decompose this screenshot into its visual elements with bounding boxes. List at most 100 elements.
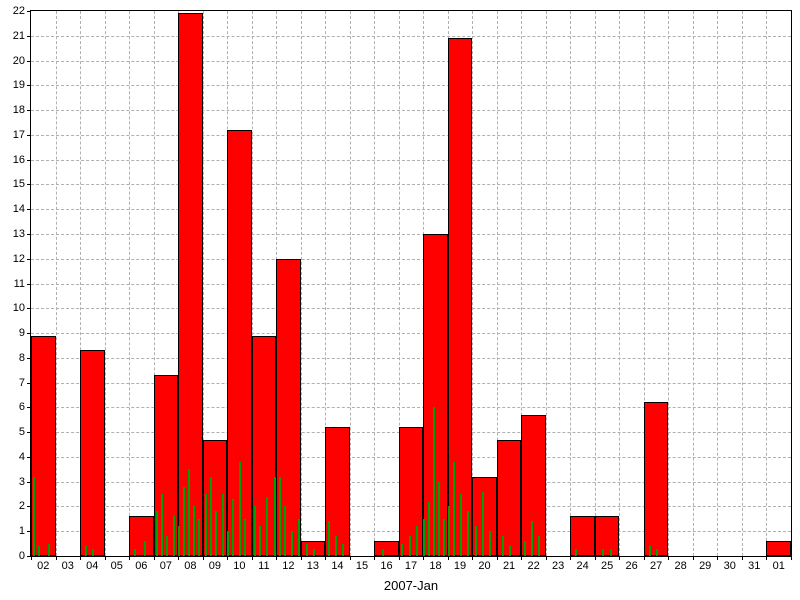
bar bbox=[374, 541, 399, 556]
green-spike bbox=[428, 502, 430, 557]
x-tick-label: 15 bbox=[356, 556, 368, 572]
grid-line-h bbox=[31, 383, 791, 384]
x-tick-label: 17 bbox=[405, 556, 417, 572]
y-tick-label: 0 bbox=[19, 550, 31, 562]
x-tick bbox=[80, 556, 81, 560]
x-tick bbox=[350, 556, 351, 560]
green-spike bbox=[205, 494, 207, 556]
x-tick bbox=[766, 556, 767, 560]
green-spike bbox=[443, 519, 445, 556]
x-tick-label: 21 bbox=[503, 556, 515, 572]
green-spike bbox=[38, 546, 40, 556]
green-spike bbox=[166, 536, 168, 556]
green-spike bbox=[210, 477, 212, 556]
x-tick bbox=[668, 556, 669, 560]
x-tick bbox=[374, 556, 375, 560]
green-spike bbox=[502, 536, 504, 556]
green-spike bbox=[244, 519, 246, 556]
x-tick bbox=[399, 556, 400, 560]
green-spike bbox=[433, 407, 435, 556]
bar bbox=[80, 350, 105, 556]
x-tick bbox=[595, 556, 596, 560]
bar bbox=[423, 234, 448, 556]
x-tick bbox=[301, 556, 302, 560]
y-tick-label: 7 bbox=[19, 377, 31, 389]
green-spike bbox=[342, 544, 344, 556]
x-tick-label: 31 bbox=[748, 556, 760, 572]
x-tick-label: 22 bbox=[527, 556, 539, 572]
green-spike bbox=[188, 469, 190, 556]
x-tick bbox=[742, 556, 743, 560]
green-spike bbox=[48, 544, 50, 556]
green-spike bbox=[198, 519, 200, 556]
green-spike bbox=[284, 506, 286, 556]
grid-line-h bbox=[31, 234, 791, 235]
y-tick-label: 6 bbox=[19, 401, 31, 413]
x-tick-label: 28 bbox=[675, 556, 687, 572]
x-tick-label: 13 bbox=[307, 556, 319, 572]
x-tick bbox=[693, 556, 694, 560]
green-spike bbox=[438, 482, 440, 556]
y-tick-label: 15 bbox=[13, 178, 31, 190]
green-spike bbox=[328, 521, 330, 556]
green-spike bbox=[313, 549, 315, 556]
green-spike bbox=[306, 544, 308, 556]
green-spike bbox=[575, 549, 577, 556]
green-spike bbox=[144, 541, 146, 556]
green-spike bbox=[401, 544, 403, 556]
x-tick-label: 30 bbox=[724, 556, 736, 572]
green-spike bbox=[92, 549, 94, 556]
grid-line-h bbox=[31, 85, 791, 86]
y-tick-label: 17 bbox=[13, 129, 31, 141]
green-spike bbox=[259, 526, 261, 556]
y-tick-label: 21 bbox=[13, 30, 31, 42]
y-tick-label: 1 bbox=[19, 525, 31, 537]
grid-line-h bbox=[31, 259, 791, 260]
x-tick-label: 02 bbox=[37, 556, 49, 572]
green-spike bbox=[33, 477, 35, 556]
green-spike bbox=[382, 549, 384, 556]
y-tick-label: 5 bbox=[19, 426, 31, 438]
grid-line-h bbox=[31, 160, 791, 161]
green-spike bbox=[610, 549, 612, 556]
x-tick bbox=[105, 556, 106, 560]
green-spike bbox=[649, 546, 651, 556]
y-tick-label: 20 bbox=[13, 55, 31, 67]
green-spike bbox=[423, 519, 425, 556]
x-tick bbox=[178, 556, 179, 560]
bar bbox=[448, 38, 473, 556]
x-tick-label: 01 bbox=[773, 556, 785, 572]
grid-line-h bbox=[31, 135, 791, 136]
y-tick-label: 3 bbox=[19, 476, 31, 488]
x-tick-label: 11 bbox=[258, 556, 269, 572]
green-spike bbox=[416, 526, 418, 556]
green-spike bbox=[85, 546, 87, 556]
y-tick-label: 10 bbox=[13, 302, 31, 314]
x-tick bbox=[129, 556, 130, 560]
x-tick bbox=[31, 556, 32, 560]
x-tick-label: 24 bbox=[576, 556, 588, 572]
grid-line-h bbox=[31, 61, 791, 62]
bar bbox=[178, 13, 203, 556]
x-tick bbox=[203, 556, 204, 560]
green-spike bbox=[254, 506, 256, 556]
x-tick-label: 16 bbox=[380, 556, 392, 572]
x-tick bbox=[252, 556, 253, 560]
x-tick bbox=[521, 556, 522, 560]
x-tick bbox=[276, 556, 277, 560]
x-tick-label: 06 bbox=[135, 556, 147, 572]
x-tick-label: 25 bbox=[601, 556, 613, 572]
grid-line-h bbox=[31, 333, 791, 334]
green-spike bbox=[538, 536, 540, 556]
green-spike bbox=[266, 497, 268, 556]
green-spike bbox=[489, 531, 491, 556]
green-spike bbox=[298, 519, 300, 556]
green-spike bbox=[193, 506, 195, 556]
green-spike bbox=[656, 549, 658, 556]
y-tick-label: 18 bbox=[13, 104, 31, 116]
x-tick-label: 27 bbox=[650, 556, 662, 572]
green-spike bbox=[602, 549, 604, 556]
green-spike bbox=[475, 526, 477, 556]
y-tick-label: 12 bbox=[13, 253, 31, 265]
chart-container: 2007-Jan 0203040506070809101112131415161… bbox=[0, 0, 800, 600]
